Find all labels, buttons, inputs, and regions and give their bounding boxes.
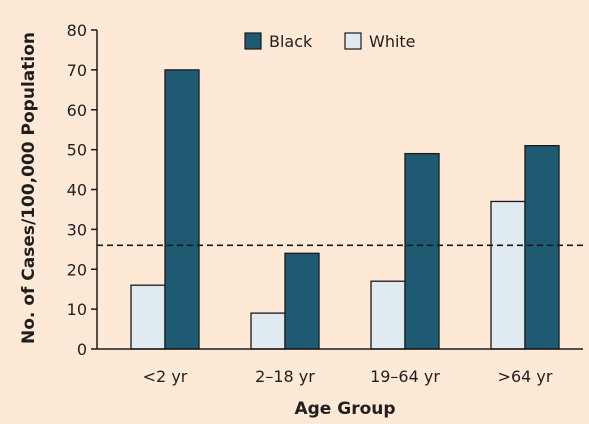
bar-black [164,69,200,350]
y-axis-title: No. of Cases/100,000 Population [19,32,39,344]
bar-white [250,312,286,350]
y-tick-label: 80 [67,21,87,40]
y-ticks: 0 10 20 30 40 50 60 70 80 [67,21,97,359]
y-tick-label: 70 [67,61,87,80]
x-tick-label: >64 yr [498,367,553,386]
legend: Black White [244,32,416,51]
legend-swatch-white [344,32,362,50]
y-tick-label: 50 [67,141,87,160]
bar-black [284,252,320,350]
bar-white [490,200,526,350]
legend-label-black: Black [269,32,313,51]
x-tick-label: <2 yr [143,367,188,386]
x-tick-label: 2–18 yr [255,367,315,386]
legend-label-white: White [369,32,416,51]
x-tick-label: 19–64 yr [370,367,440,386]
y-tick-label: 10 [67,300,87,319]
x-ticks: <2 yr 2–18 yr 19–64 yr >64 yr [143,367,553,386]
y-tick-label: 0 [77,340,87,359]
y-tick-label: 30 [67,220,87,239]
y-tick-label: 60 [67,101,87,120]
x-axis-title: Age Group [294,399,395,419]
y-tick-label: 20 [67,260,87,279]
bars-layer [130,69,560,350]
bar-white [130,284,166,350]
y-tick-label: 40 [67,181,87,200]
bar-white [370,280,406,350]
legend-swatch-black [244,32,262,50]
bar-black [524,144,560,350]
bar-black [404,152,440,350]
